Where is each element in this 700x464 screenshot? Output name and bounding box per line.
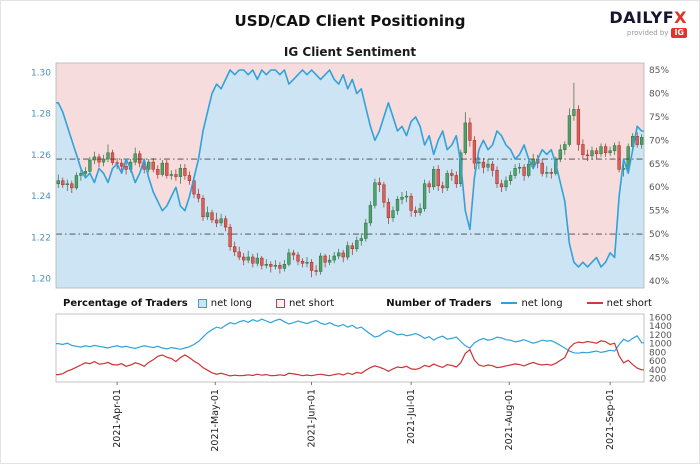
date-axis-ticks: 2021-Apr-01 2021-May-01 2021-Jun-01 2021-Ju… (112, 382, 616, 452)
svg-text:1600: 1600 (649, 314, 672, 324)
candlestick-layer (56, 82, 644, 278)
legend-pct-title: Percentage of Traders (63, 297, 188, 309)
net-short-line-icon (586, 302, 603, 304)
svg-text:400: 400 (649, 366, 666, 376)
svg-text:45%: 45% (649, 254, 669, 264)
net-long-pct-line (56, 69, 644, 268)
svg-text:2021-May-01: 2021-May-01 (210, 389, 221, 452)
svg-text:1.22: 1.22 (31, 233, 51, 243)
svg-text:600: 600 (649, 357, 666, 367)
svg-text:1.24: 1.24 (31, 192, 51, 202)
provided-by: provided by IG (609, 28, 687, 38)
svg-text:1.20: 1.20 (31, 275, 51, 285)
svg-text:60%: 60% (649, 183, 669, 193)
svg-text:1400: 1400 (649, 322, 672, 332)
svg-text:1200: 1200 (649, 331, 672, 341)
net-long-count-line (56, 318, 644, 354)
svg-text:1.28: 1.28 (31, 110, 51, 120)
svg-text:50%: 50% (649, 230, 669, 240)
svg-text:2021-Jun-01: 2021-Jun-01 (307, 389, 318, 448)
svg-text:2021-Jul-01: 2021-Jul-01 (406, 389, 417, 444)
svg-text:2021-Sep-01: 2021-Sep-01 (605, 389, 616, 450)
sentiment-price-chart: 1.30 1.28 1.26 1.24 1.22 1.20 85% 80% 75% 70% 65% 6… (31, 62, 669, 289)
page-title: USD/CAD Client Positioning (234, 12, 466, 30)
svg-text:2021-Apr-01: 2021-Apr-01 (112, 389, 123, 448)
plot-border (55, 62, 645, 289)
dailyfx-wordmark: DAILYFX (609, 10, 687, 26)
legend: Percentage of Traders net long net short… (1, 295, 699, 311)
header: USD/CAD Client Positioning DAILYFX provi… (1, 1, 699, 45)
provided-by-label: provided by (626, 29, 669, 37)
net-short-swatch-icon (275, 298, 285, 308)
svg-text:1.26: 1.26 (31, 151, 51, 161)
wordmark-x: X (674, 8, 687, 27)
plot-border (55, 313, 645, 383)
svg-text:55%: 55% (649, 207, 669, 217)
net-short-count-line (56, 340, 644, 377)
legend-pct-net-short: net short (275, 298, 334, 309)
sentiment-axis-ticks: 85% 80% 75% 70% 65% 60% 55% 50% 45% 40% (649, 66, 669, 287)
svg-text:200: 200 (649, 375, 666, 385)
svg-text:80%: 80% (649, 90, 669, 100)
ig-badge: IG (671, 28, 687, 38)
legend-num-net-long: net long (501, 298, 563, 309)
price-axis-ticks: 1.30 1.28 1.26 1.24 1.22 1.20 (31, 68, 51, 284)
wordmark-f: F (662, 8, 675, 27)
svg-text:1.30: 1.30 (31, 68, 51, 78)
svg-text:70%: 70% (649, 136, 669, 146)
svg-text:1000: 1000 (649, 340, 672, 350)
svg-text:800: 800 (649, 348, 666, 358)
legend-num-title: Number of Traders (386, 297, 492, 309)
svg-text:85%: 85% (649, 66, 669, 76)
svg-text:2021-Aug-01: 2021-Aug-01 (504, 389, 515, 450)
dailyfx-logo: DAILYFX provided by IG (609, 10, 687, 38)
net-long-line-icon (501, 302, 518, 304)
legend-num-net-short: net short (586, 298, 652, 309)
legend-pct-net-long: net long (197, 298, 252, 309)
net-long-swatch-icon (197, 298, 207, 308)
sentiment-chart-title: IG Client Sentiment (283, 45, 417, 59)
net-long-area (56, 70, 644, 288)
svg-text:65%: 65% (649, 160, 669, 170)
svg-text:75%: 75% (649, 113, 669, 123)
svg-text:40%: 40% (649, 277, 669, 287)
wordmark-daily: DAILY (609, 8, 663, 27)
